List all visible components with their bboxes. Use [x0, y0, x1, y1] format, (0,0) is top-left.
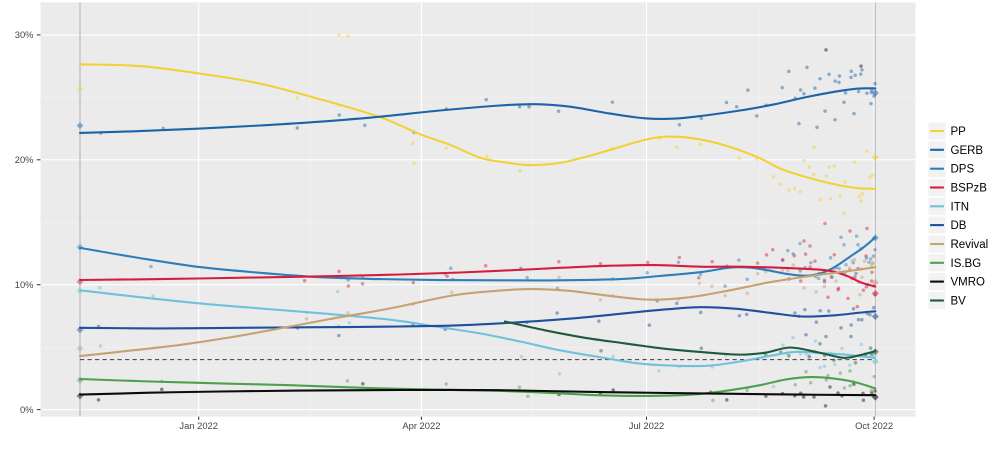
svg-text:20%: 20%: [15, 154, 34, 165]
svg-text:PP: PP: [951, 126, 967, 138]
svg-text:Jul 2022: Jul 2022: [629, 420, 664, 431]
svg-text:DB: DB: [951, 220, 967, 232]
svg-text:30%: 30%: [15, 29, 34, 40]
svg-text:Revival: Revival: [951, 239, 989, 251]
svg-text:DPS: DPS: [951, 164, 975, 176]
svg-text:GERB: GERB: [951, 145, 984, 157]
svg-text:VMRO: VMRO: [951, 277, 986, 289]
svg-text:IS.BG: IS.BG: [951, 258, 982, 270]
svg-text:ITN: ITN: [951, 201, 970, 213]
svg-text:0%: 0%: [20, 404, 34, 415]
svg-text:Oct 2022: Oct 2022: [855, 420, 893, 431]
svg-text:Apr 2022: Apr 2022: [402, 420, 440, 431]
svg-text:10%: 10%: [15, 279, 34, 290]
svg-text:BV: BV: [951, 296, 967, 308]
svg-text:BSPzB: BSPzB: [951, 183, 988, 195]
svg-text:Jan 2022: Jan 2022: [179, 420, 218, 431]
